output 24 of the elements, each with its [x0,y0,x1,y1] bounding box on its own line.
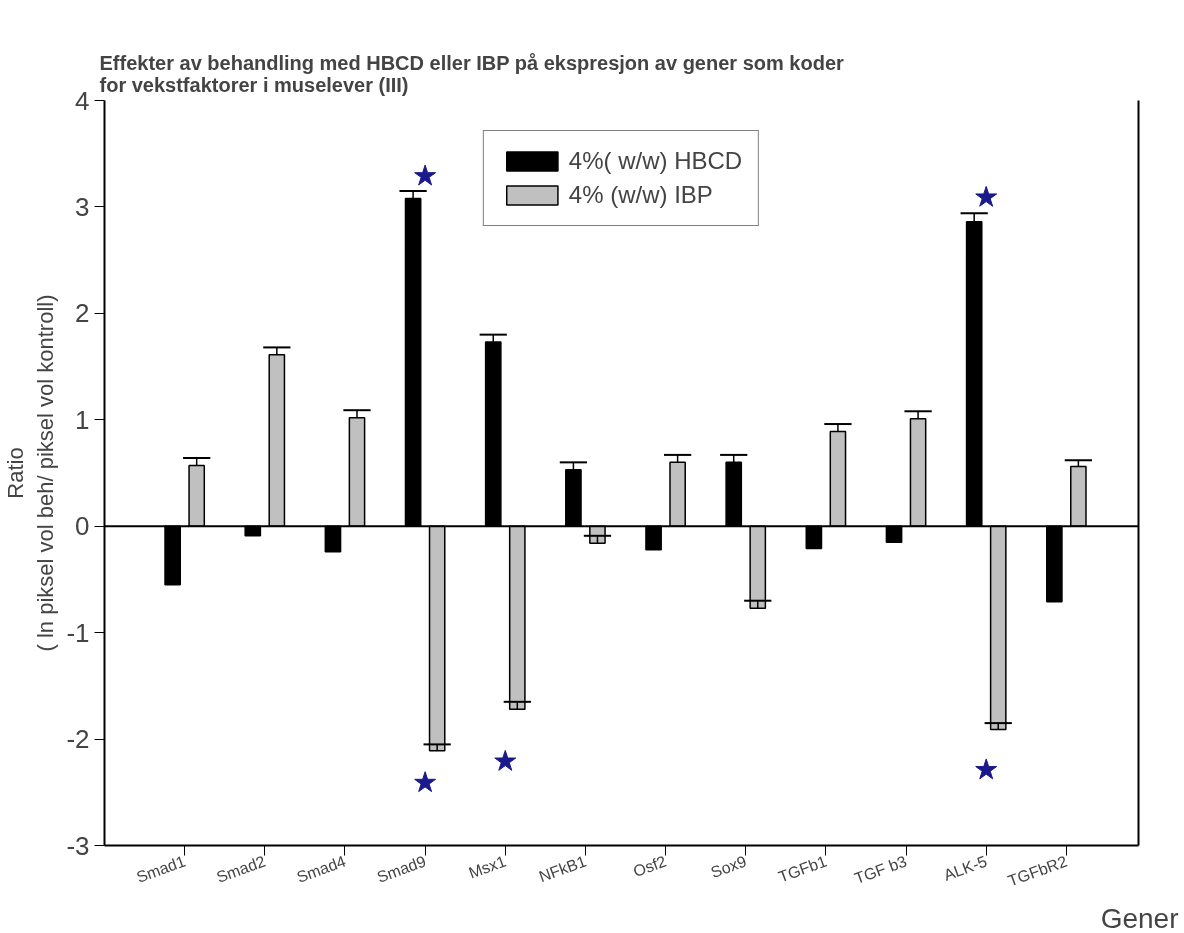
y-tick-label: 2 [75,298,90,329]
x-tick-label: Smad2 [214,852,268,886]
x-tick-label: Osf2 [630,852,669,881]
y-tick-label: -2 [66,724,90,755]
x-tick-label: Msx1 [466,852,509,882]
x-tick-label: Smad4 [294,852,348,886]
x-tick-label: TGFb1 [776,852,829,886]
y-tick-label: -1 [66,617,90,648]
y-tick-label: 3 [75,191,90,222]
y-tick-label: -3 [66,830,90,861]
x-axis-title: Gener [1100,902,1179,933]
y-tick-label: 1 [75,404,90,435]
legend-label: 4% (w/w) IBP [568,181,713,209]
y-axis-title: Ratio ( ln piksel vol beh/ piksel vol kontroll) [3,294,59,652]
x-tick-label: Smad9 [374,852,429,886]
y-tick-label: 0 [75,511,90,542]
x-tick-label: Sox9 [708,852,749,881]
x-tick-label: Smad1 [134,852,188,886]
x-tick-label: NFkB1 [536,852,589,886]
legend-label: 4%( w/w) HBCD [568,147,743,175]
x-tick-label: TGF b3 [852,852,910,888]
y-tick-label: 4 [75,85,90,116]
chart-title: Effekter av behandling med HBCD eller IBP på ekspresjon av gener som koder for vekstfaktorer i muselever (III) [99,51,845,96]
x-tick-label: ALK-5 [941,852,990,884]
